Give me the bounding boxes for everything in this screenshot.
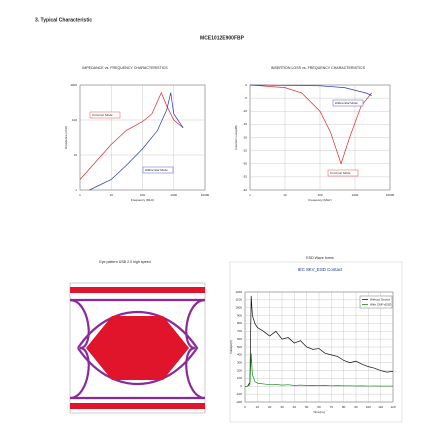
x-axis-label: Time(ns) [313,410,325,414]
y-tick-label: 100 [237,376,242,380]
x-tick-label: 1000 [352,193,359,197]
x-tick-label: 90 [354,405,358,409]
y-tick-label: -5 [244,96,247,100]
eye-title: Eye pattern USB 2.0 high speed [99,260,150,264]
x-tick-label: 80 [342,405,346,409]
x-tick-label: 1 [249,193,251,197]
esd-frame [229,261,403,423]
y-tick-label: -40 [243,188,248,192]
x-tick-label: 10000 [201,193,210,197]
series-line [245,295,394,387]
annotation-box [142,166,174,174]
x-tick-label: 10 [110,193,114,197]
chart-title: IMPEDANCE vs. FREQUENCY CHARACTERISTICS [82,66,168,70]
series-line [79,91,184,180]
y-tick-label: 10 [74,153,78,157]
y-tick-label: -30 [243,162,248,166]
part-number: MCE1012E900FBP [200,35,245,41]
y-tick-label: 400 [237,353,242,357]
x-tick-label: 110 [378,405,383,409]
x-tick-label: 10000 [386,193,395,197]
y-tick-label: 1100 [236,298,243,302]
x-tick-label: 50 [305,405,309,409]
section-title: 3. Typical Characteristic [35,17,92,23]
annotation-box [89,111,121,119]
annotation-box [332,99,364,107]
x-tick-label: 40 [293,405,297,409]
x-axis-label: Frequency (MHz) [131,198,154,202]
x-tick-label: 60 [317,405,321,409]
x-tick-label: 1 [79,193,81,197]
series-line [249,84,372,165]
y-tick-label: 300 [237,361,242,365]
y-tick-label: 200 [237,368,242,372]
series-line [249,84,372,96]
y-tick-label: -20 [243,135,248,139]
y-axis-label: Impedance (ohm) [64,126,68,150]
y-tick-label: 900 [237,313,242,317]
x-tick-label: 10 [283,193,287,197]
eye-diagram [69,282,206,414]
y-tick-label: -100 [236,392,242,396]
y-tick-label: -35 [243,175,248,179]
y-axis-label: Insertion Loss(dB) [234,125,238,149]
series-label: Common Mode [92,113,113,117]
y-tick-label: -200 [236,400,242,404]
legend-label: Without Device [370,297,391,301]
series-line [89,92,184,191]
y-tick-label: 1000 [235,306,242,310]
y-tick-label: -25 [243,148,248,152]
y-tick-label: 100 [72,118,77,122]
series-label: Differential Mode [145,168,168,172]
x-tick-label: 0 [244,405,246,409]
y-tick-label: -10 [243,109,248,113]
annotation-box [327,169,359,177]
x-tick-label: 20 [268,405,272,409]
chart-title: INSERTION LOSS vs. FREQUENCY CHARACTERIS… [271,66,366,70]
chart-subtitle: IEC 8KV_ESD Contact [298,267,343,272]
x-tick-label: 30 [280,405,284,409]
x-tick-label: 10 [256,405,260,409]
y-tick-label: 1 [75,188,77,192]
legend [359,295,393,309]
y-tick-label: -15 [243,122,248,126]
x-tick-label: 100 [317,193,322,197]
chart-title: ESD Wave forms [306,256,334,260]
x-tick-label: 1000 [170,193,177,197]
legend-label: With CMF+ESD [370,302,392,306]
y-tick-label: 700 [237,329,242,333]
y-tick-label: 500 [237,345,242,349]
x-axis-label: Frequency (MHz) [308,198,331,202]
y-tick-label: 600 [237,337,242,341]
series-label: Common Mode [330,171,351,175]
x-tick-label: 100 [366,405,371,409]
y-axis-label: Voltage(V) [229,340,233,354]
x-tick-label: 100 [140,193,145,197]
x-tick-label: 120 [390,405,395,409]
y-tick-label: 800 [237,321,242,325]
series-line [245,353,394,387]
y-tick-label: 1200 [235,290,242,294]
y-tick-label: 0 [245,83,247,87]
x-tick-label: 70 [330,405,334,409]
y-tick-label: 0 [240,384,242,388]
y-tick-label: 1000 [70,83,77,87]
series-label: Differential Mode [335,101,358,105]
